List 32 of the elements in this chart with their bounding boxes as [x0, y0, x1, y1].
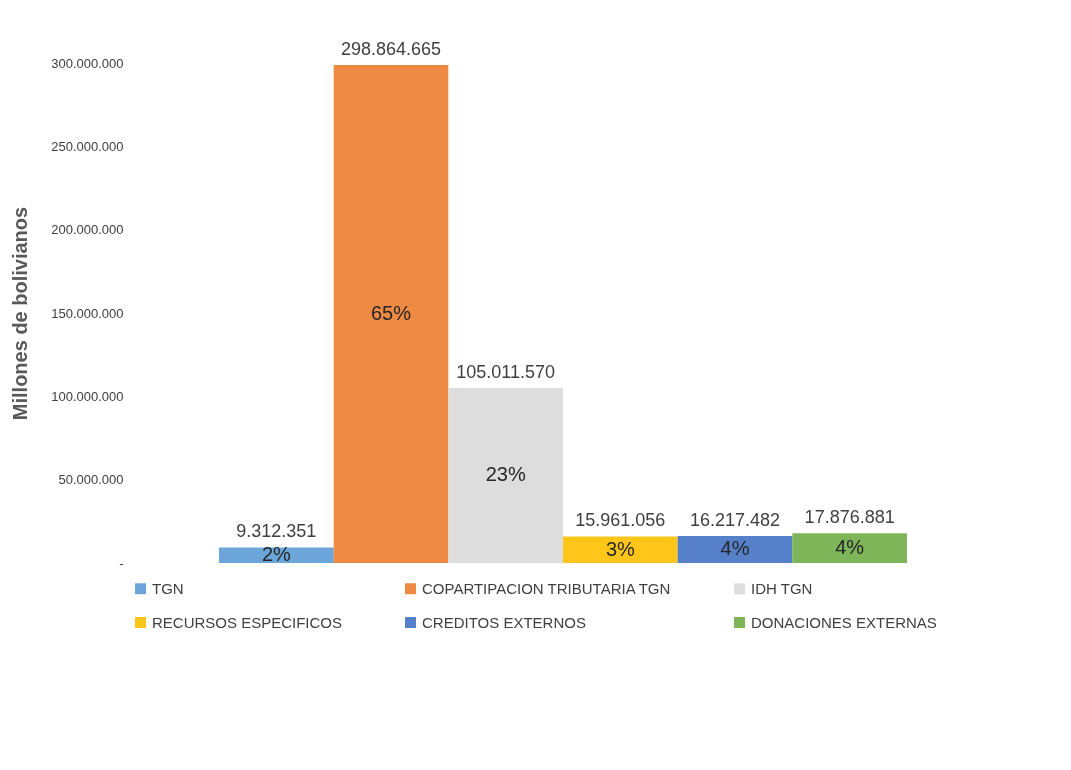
annotation: 2%	[261, 543, 291, 566]
data-label: 105.011.570	[456, 361, 556, 382]
data-label: 9.312.351	[236, 521, 317, 542]
bar	[677, 535, 793, 563]
bar	[448, 387, 563, 563]
y-tick-label: -	[119, 555, 124, 571]
data-label: 15.961.056	[575, 510, 666, 531]
bar	[219, 547, 334, 563]
bar	[792, 533, 907, 563]
y-tick-label: 250.000.000	[51, 138, 124, 154]
y-tick-label: 50.000.000	[58, 472, 124, 488]
legend-label: DONACIONES EXTERNAS	[751, 613, 937, 631]
legend-label: COPARTIPACION TRIBUTARIA TGN	[422, 579, 671, 597]
annotation: 4%	[720, 537, 750, 560]
annotation: 4%	[835, 536, 865, 559]
data-label: 298.864.665	[340, 38, 442, 59]
legend-label: TGN	[152, 579, 184, 597]
data-label: 16.217.482	[689, 509, 781, 530]
annotation: 65%	[370, 301, 412, 324]
annotation: 23%	[485, 463, 526, 486]
data-label: 17.876.881	[804, 507, 895, 528]
legend-label: IDH TGN	[751, 579, 813, 597]
y-tick-label: 100.000.000	[51, 388, 124, 404]
bar	[333, 64, 449, 563]
legend-label: RECURSOS ESPECIFICOS	[152, 613, 343, 631]
y-tick-label: 300.000.000	[51, 55, 124, 71]
y-tick-label: 150.000.000	[51, 305, 124, 321]
y-tick-label: 200.000.000	[51, 222, 124, 238]
legend-label: CREDITOS EXTERNOS	[422, 613, 586, 631]
bar	[563, 536, 678, 563]
annotation: 3%	[605, 537, 635, 560]
y-axis-title: Millones de bolivianos	[9, 206, 32, 421]
